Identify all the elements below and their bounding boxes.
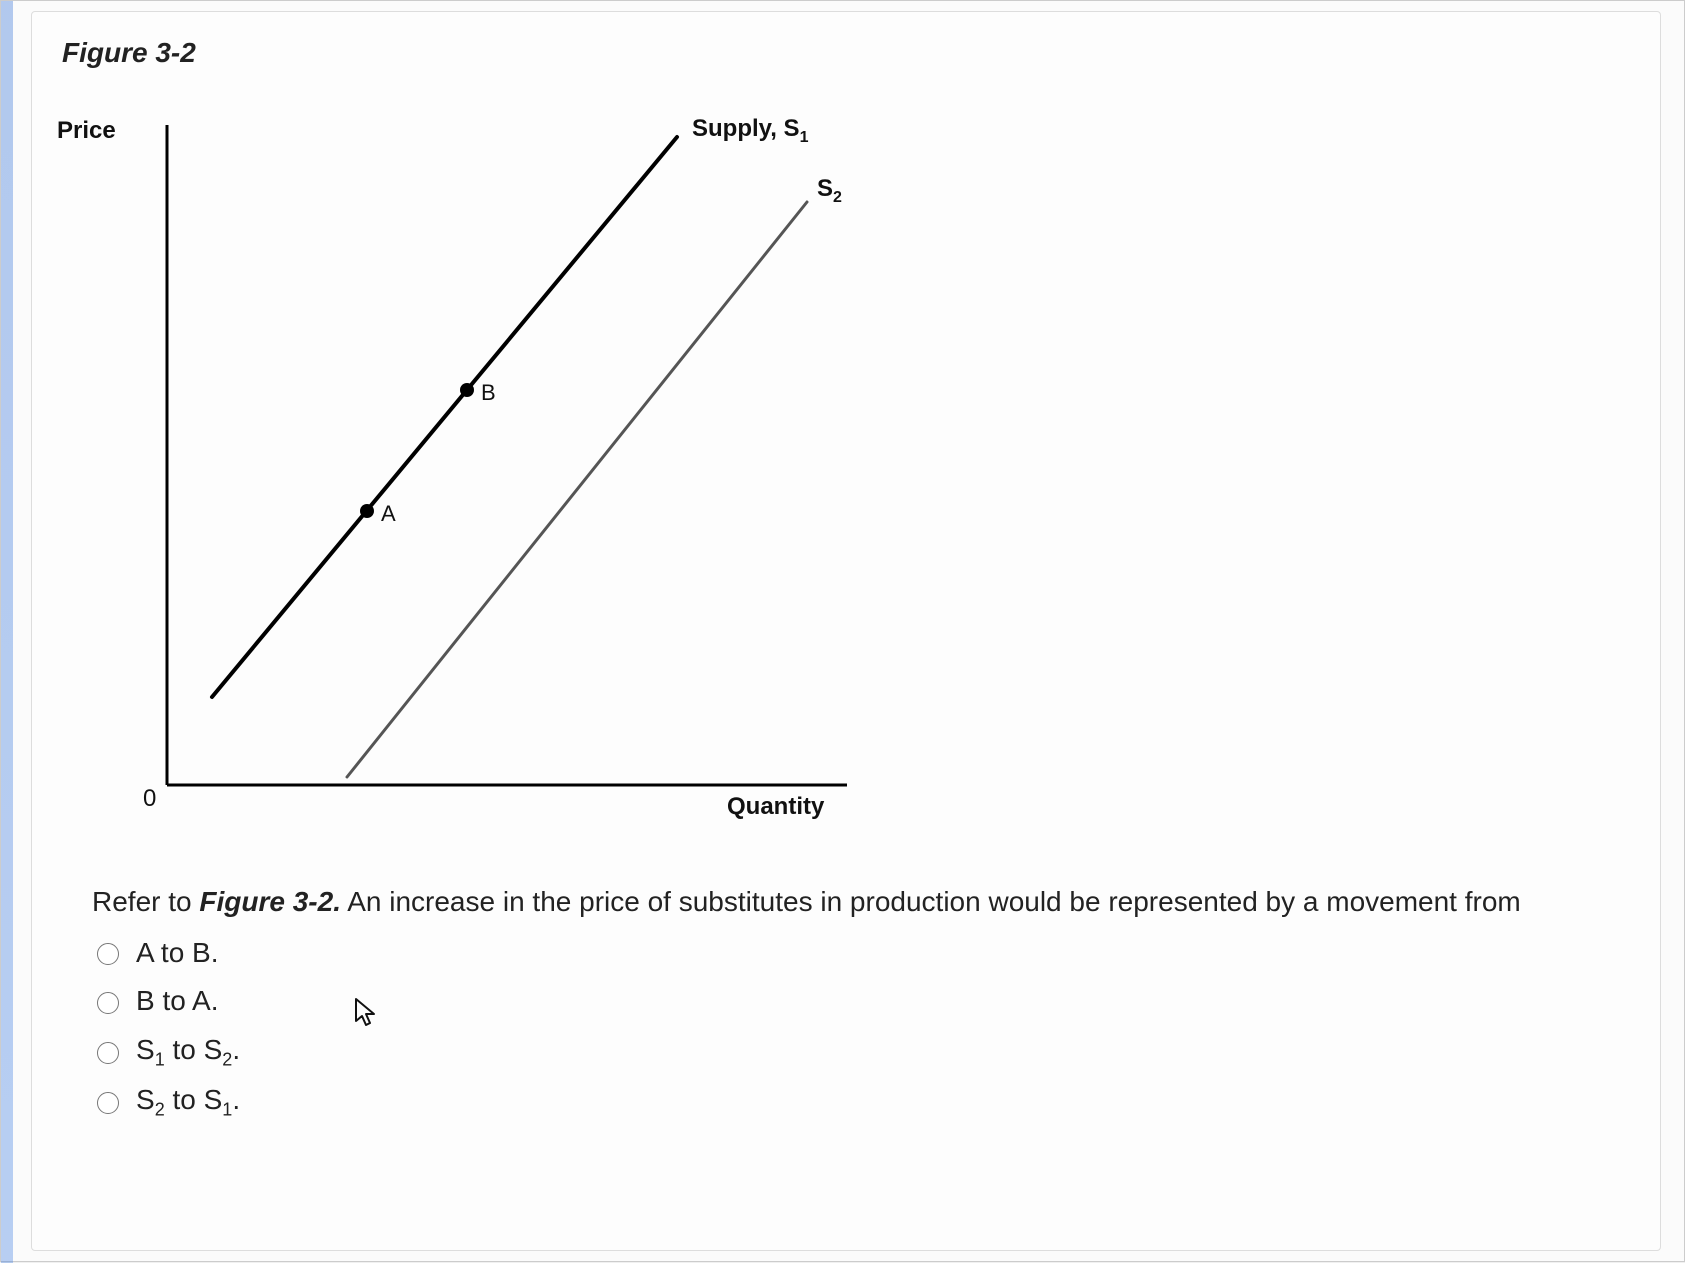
option-radio-s1_to_s2[interactable] [97,1042,119,1064]
figure-title: Figure 3-2 [62,37,196,69]
option-s1_to_s2[interactable]: S1 to S2. [92,1026,1642,1077]
option-radio-s2_to_s1[interactable] [97,1092,119,1114]
question-card: Figure 3-2 Price 0 Quantity Supply, S1 S2… [31,11,1661,1251]
supply-chart: Price 0 Quantity Supply, S1 S2 A B [57,117,957,827]
option-s2_to_s1[interactable]: S2 to S1. [92,1076,1642,1127]
options-group: A to B. B to A. S1 to S2. S2 to S1. [92,929,1642,1128]
question-body: An increase in the price of substitutes … [341,886,1521,917]
chart-svg [57,117,957,827]
option-label-s2_to_s1: S2 to S1. [136,1080,240,1123]
point-label-b: B [481,380,496,406]
option-b_to_a[interactable]: B to A. [92,977,1642,1026]
option-radio-a_to_b[interactable] [97,943,119,965]
point-b [460,383,474,397]
supply-line-s2 [347,202,807,777]
page-container: Figure 3-2 Price 0 Quantity Supply, S1 S2… [0,0,1685,1262]
curve-label-s2: S2 [817,175,842,207]
option-label-a_to_b: A to B. [136,933,219,974]
option-radio-b_to_a[interactable] [97,992,119,1014]
curve-label-s1: Supply, S1 [692,115,808,147]
option-label-s1_to_s2: S1 to S2. [136,1030,240,1073]
x-axis-label: Quantity [727,793,824,821]
option-label-b_to_a: B to A. [136,981,219,1022]
point-a [360,504,374,518]
question-figure-ref: Figure 3-2. [199,886,341,917]
y-axis-label: Price [57,117,116,145]
origin-label: 0 [143,785,156,813]
point-label-a: A [381,501,396,527]
question-text: Refer to Figure 3-2. An increase in the … [92,882,1642,1127]
option-a_to_b[interactable]: A to B. [92,929,1642,978]
supply-line-s1 [212,137,677,697]
left-accent-bar [1,1,13,1263]
question-prefix: Refer to [92,886,199,917]
